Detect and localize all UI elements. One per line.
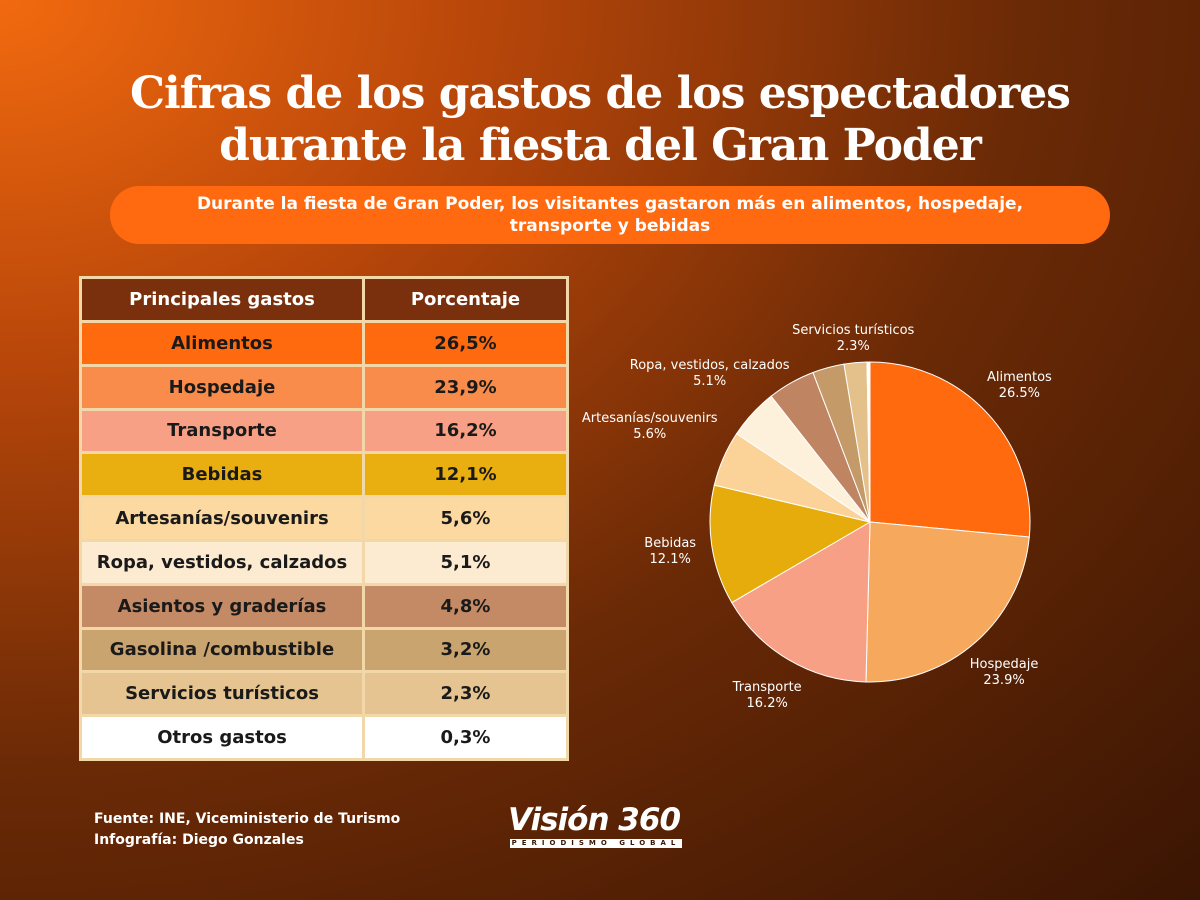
page-title: Cifras de los gastos de los espectadores… [130, 68, 1071, 171]
pie-label-name: Hospedaje [969, 657, 1039, 673]
pie-label: Bebidas 12.1% [644, 536, 696, 568]
pie-label: Transporte 16.2% [733, 680, 802, 712]
pie-label-name: Artesanías/souvenirs [581, 410, 718, 426]
pie-label: Hospedaje 23.9% [970, 657, 1039, 689]
expense-percentage: 16,2% [362, 407, 569, 455]
expense-percentage: 3,2% [362, 626, 569, 674]
expense-percentage: 2,3% [362, 670, 569, 718]
pie-label-name: Bebidas [644, 535, 697, 551]
subtitle-text: Durante la fiesta de Gran Poder, los vis… [196, 194, 1024, 236]
pie-label-value: 12.1% [649, 551, 691, 567]
pie-chart: Alimentos 26.5% Hospedaje 23.9% Transporte 16… [570, 300, 1170, 730]
pie-label-value: 2.3% [836, 338, 870, 354]
expense-label: Transporte [79, 407, 365, 455]
expense-label: Hospedaje [79, 363, 365, 411]
pie-label-name: Ropa, vestidos, calzados [629, 358, 790, 374]
header-percentage: Porcentaje [362, 276, 569, 323]
table-row: Otros gastos 0,3% [79, 714, 569, 761]
table-row: Hospedaje 23,9% [79, 363, 569, 411]
pie-label-name: Alimentos [986, 370, 1052, 386]
table-row: Bebidas 12,1% [79, 451, 569, 499]
table-row: Asientos y graderías 4,8% [79, 582, 569, 630]
pie-label-value: 26.5% [998, 386, 1041, 402]
table-header-row: Principales gastos Porcentaje [79, 276, 569, 323]
expense-label: Asientos y graderías [79, 582, 365, 630]
expense-label: Bebidas [79, 451, 365, 499]
expense-label: Gasolina /combustible [79, 626, 365, 674]
table-row: Artesanías/souvenirs 5,6% [79, 495, 569, 542]
expenses-table: Principales gastos Porcentaje Alimentos 2… [79, 276, 569, 761]
pie-slice [866, 361, 871, 523]
pie-label: Servicios turísticos 2.3% [792, 323, 914, 355]
pie-label: Artesanías/souvenirs 5.6% [582, 411, 718, 443]
pie-slice [865, 521, 1030, 683]
expense-label: Otros gastos [79, 714, 365, 761]
pie-label-value: 16.2% [746, 695, 788, 711]
source-text: Fuente: INE, Viceministerio de Turismo [94, 811, 401, 827]
table-row: Alimentos 26,5% [79, 320, 569, 367]
credit-text: Infografía: Diego Gonzales [94, 832, 304, 848]
table-row: Gasolina /combustible 3,2% [79, 626, 569, 674]
pie-label: Alimentos 26.5% [987, 370, 1052, 402]
pie-label-name: Servicios turísticos [792, 322, 915, 338]
logo-wordmark: Visión 360 [508, 802, 681, 838]
expense-percentage: 12,1% [362, 451, 569, 499]
pie-label-value: 5.1% [693, 374, 727, 390]
pie-label-value: 5.6% [633, 426, 667, 442]
expense-percentage: 4,8% [362, 582, 569, 630]
expense-percentage: 5,1% [362, 538, 569, 586]
pie-slice [709, 484, 872, 604]
expense-label: Alimentos [79, 320, 365, 367]
footer: Fuente: INE, Viceministerio de Turismo I… [94, 809, 400, 851]
subtitle-banner: Durante la fiesta de Gran Poder, los vis… [110, 186, 1110, 244]
expense-percentage: 5,6% [362, 495, 569, 542]
expense-percentage: 0,3% [362, 714, 569, 761]
pie-label-value: 23.9% [983, 673, 1025, 689]
table-row: Transporte 16,2% [79, 407, 569, 455]
expense-label: Servicios turísticos [79, 670, 365, 718]
pie-slice [869, 361, 1031, 538]
expense-label: Ropa, vestidos, calzados [79, 538, 365, 586]
header-expense: Principales gastos [79, 276, 365, 323]
table-row: Ropa, vestidos, calzados 5,1% [79, 538, 569, 586]
pie-label: Ropa, vestidos, calzados 5.1% [630, 358, 790, 390]
table-row: Servicios turísticos 2,3% [79, 670, 569, 718]
pie-slice [731, 521, 871, 683]
expense-percentage: 26,5% [362, 320, 569, 367]
expense-label: Artesanías/souvenirs [79, 495, 365, 542]
logo-tagline: PERIODISMO GLOBAL [510, 839, 682, 848]
brand-logo: Visión 360 PERIODISMO GLOBAL [508, 802, 686, 852]
pie-chart-svg [709, 361, 1031, 683]
table-body: Alimentos 26,5% Hospedaje 23,9% Transporte 16… [79, 320, 569, 761]
pie-label-name: Transporte [732, 679, 802, 695]
expense-percentage: 23,9% [362, 363, 569, 411]
